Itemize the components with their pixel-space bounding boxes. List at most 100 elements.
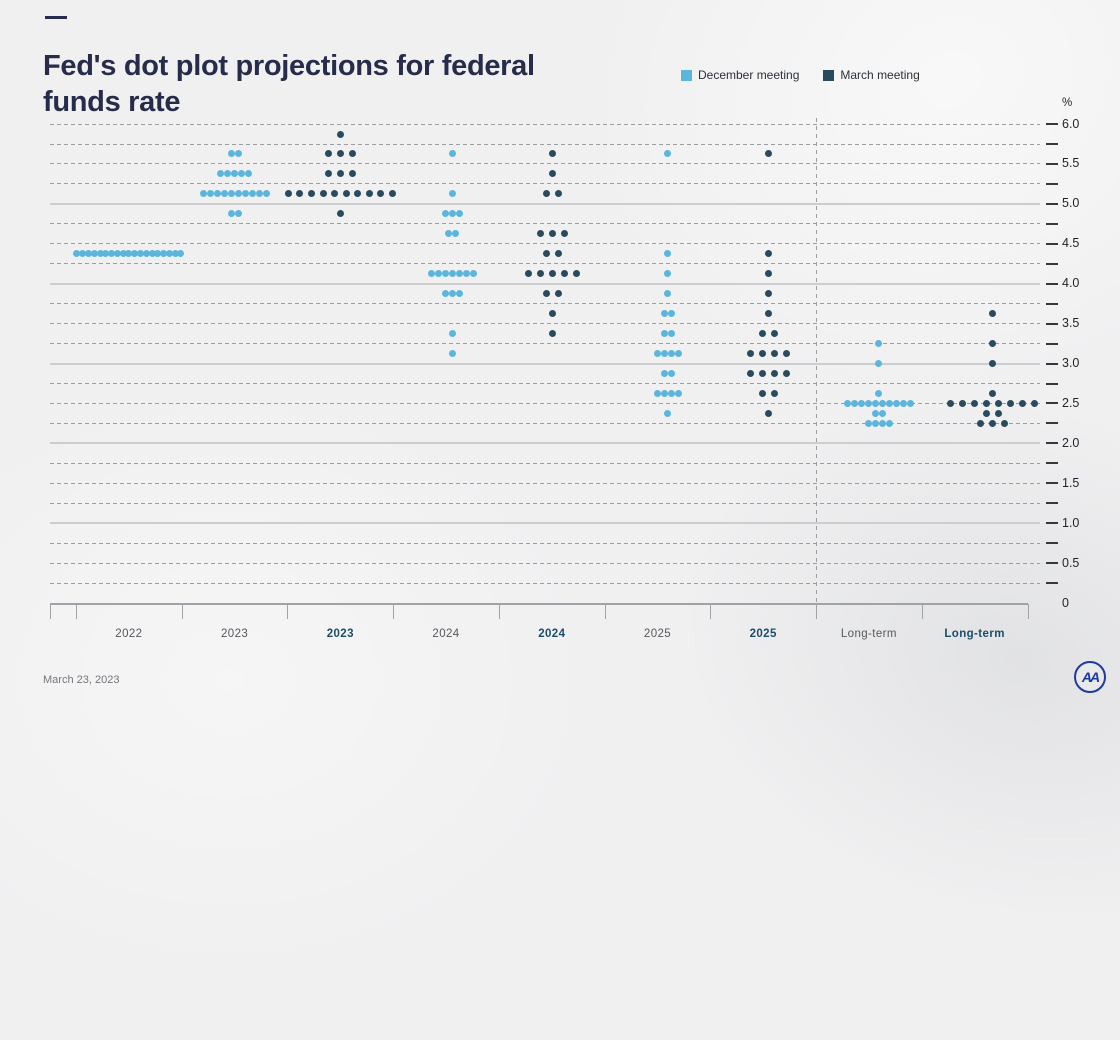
- projection-dot: [885, 399, 893, 407]
- x-axis-label: Long-term: [840, 628, 897, 640]
- gridline: [50, 163, 1040, 165]
- y-axis-tick: [1046, 542, 1058, 545]
- y-axis-tick: [1046, 262, 1058, 265]
- x-axis-tick: [710, 604, 712, 619]
- projection-dot: [764, 409, 772, 417]
- projection-dot: [543, 250, 551, 258]
- x-axis-tick: [498, 604, 500, 619]
- gridline: [50, 362, 1040, 365]
- y-axis-tick-label: 5.5: [1062, 156, 1080, 171]
- projection-dot: [217, 170, 225, 178]
- gridline: [50, 562, 1040, 564]
- y-axis-tick-label: 1.5: [1062, 475, 1080, 490]
- gridline: [50, 582, 1040, 584]
- projection-dot: [462, 270, 470, 278]
- projection-dot: [113, 250, 121, 258]
- projection-dot: [206, 190, 214, 198]
- projection-dot: [664, 150, 671, 158]
- projection-dot: [667, 330, 675, 338]
- projection-dot: [336, 210, 344, 218]
- projection-dot: [864, 399, 872, 407]
- projection-dot: [119, 250, 127, 258]
- projection-dot: [875, 389, 883, 397]
- projection-dot: [441, 210, 449, 218]
- y-axis-tick-label: 3.0: [1062, 356, 1080, 370]
- projection-dot: [664, 250, 671, 258]
- projection-dot: [850, 399, 858, 407]
- projection-dot: [1001, 419, 1009, 427]
- projection-dot: [213, 190, 221, 198]
- projection-dot: [857, 399, 865, 407]
- projection-dot: [448, 150, 456, 158]
- y-axis-tick: [1046, 342, 1058, 345]
- projection-dot: [262, 190, 270, 198]
- projection-dot: [255, 190, 263, 198]
- y-axis-tick-label: 2.0: [1062, 435, 1080, 450]
- page-title: Fed's dot plot projections for federal f…: [43, 50, 535, 118]
- x-axis-label: 2022: [115, 628, 143, 640]
- projection-dot: [549, 230, 557, 238]
- projection-dot: [770, 370, 778, 377]
- projection-dot: [388, 190, 396, 198]
- projection-dot: [555, 250, 563, 258]
- projection-dot: [989, 419, 997, 427]
- projection-dot: [971, 399, 979, 407]
- projection-dot: [764, 270, 772, 278]
- projection-dot: [758, 389, 766, 397]
- y-axis-tick: [1046, 202, 1058, 205]
- x-axis-tick: [816, 604, 818, 619]
- projection-dot: [154, 250, 162, 258]
- projection-dot: [885, 419, 893, 427]
- publication-date: March 23, 2023: [43, 674, 120, 686]
- projection-dot: [989, 340, 997, 347]
- projection-dot: [770, 389, 778, 397]
- projection-dot: [674, 389, 682, 397]
- projection-dot: [131, 250, 139, 258]
- projection-dot: [377, 190, 385, 198]
- projection-dot: [899, 399, 907, 407]
- projection-dot: [284, 190, 292, 198]
- y-axis-tick-label: 3.5: [1062, 316, 1080, 331]
- projection-dot: [136, 250, 144, 258]
- projection-dot: [764, 250, 772, 258]
- x-axis-label: 2023: [221, 628, 249, 640]
- projection-dot: [871, 419, 879, 427]
- projection-dot: [843, 399, 851, 407]
- projection-dot: [234, 210, 242, 218]
- projection-dot: [79, 250, 87, 258]
- y-axis-tick: [1046, 123, 1058, 125]
- projection-dot: [469, 270, 477, 278]
- gridline: [50, 323, 1040, 325]
- gridline: [50, 482, 1040, 484]
- x-axis-label: 2023: [326, 628, 354, 640]
- y-axis-tick: [1046, 182, 1058, 185]
- projection-dot: [148, 250, 156, 258]
- projection-dot: [782, 370, 790, 377]
- projection-dot: [871, 399, 879, 407]
- gridline: [50, 442, 1040, 445]
- projection-dot: [764, 310, 772, 318]
- projection-dot: [160, 250, 167, 258]
- y-axis-tick-label: 1.0: [1062, 515, 1080, 530]
- gridline: [50, 502, 1040, 504]
- gridline: [50, 183, 1040, 185]
- y-axis-tick: [1046, 562, 1058, 565]
- projection-dot: [543, 290, 551, 298]
- x-axis-tick: [181, 604, 183, 619]
- projection-dot: [549, 310, 557, 318]
- projection-dot: [989, 389, 997, 397]
- projection-dot: [878, 399, 886, 407]
- projection-dot: [947, 399, 955, 407]
- x-axis-tick: [393, 604, 395, 619]
- projection-dot: [660, 389, 668, 397]
- projection-dot: [537, 270, 545, 278]
- projection-dot: [667, 350, 675, 357]
- y-axis-tick: [1046, 582, 1058, 584]
- projection-dot: [983, 399, 991, 407]
- projection-dot: [448, 270, 456, 278]
- x-axis-label: 2024: [432, 628, 460, 640]
- y-axis-tick: [1046, 222, 1058, 225]
- y-axis-tick: [1046, 143, 1058, 145]
- gridline: [50, 343, 1040, 344]
- chart-legend: December meeting March meeting: [681, 68, 920, 82]
